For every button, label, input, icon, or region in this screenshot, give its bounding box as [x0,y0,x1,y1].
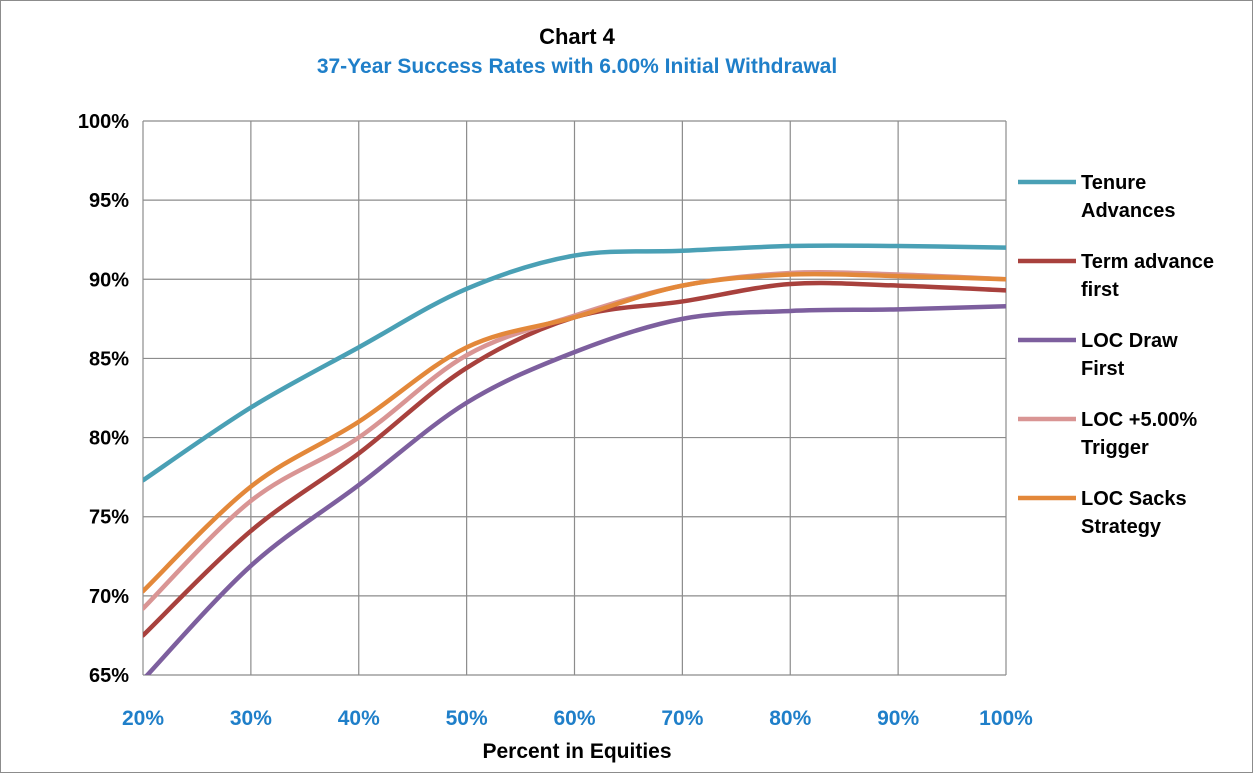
x-tick-label: 70% [661,707,703,730]
x-tick-label: 40% [338,707,380,730]
x-axis-ticks: 20% 30% 40% 50% 60% 70% 80% 90% 100% [122,707,1033,730]
legend-label: Strategy [1081,516,1162,538]
x-tick-label: 50% [446,707,488,730]
legend-label: First [1081,358,1125,380]
y-tick-label: 95% [89,190,129,212]
x-tick-label: 60% [553,707,595,730]
grid [142,120,1007,676]
y-tick-label: 75% [89,507,129,529]
legend-label: Term advance [1081,251,1214,273]
legend-label: LOC +5.00% [1081,409,1197,431]
x-tick-label: 30% [230,707,272,730]
series-lines [143,243,1006,675]
legend-label: LOC Draw [1081,330,1178,352]
y-tick-label: 100% [78,111,129,133]
x-tick-label: 80% [769,707,811,730]
x-tick-label: 100% [979,707,1033,730]
legend: Tenure Advances Term advance first LOC Draw F… [1018,172,1214,538]
y-tick-label: 65% [89,665,129,687]
x-tick-label: 90% [877,707,919,730]
x-tick-label: 20% [122,707,164,730]
y-tick-label: 80% [89,428,129,450]
chart-title: Chart 4 [539,24,616,49]
y-axis-ticks: 100% 95% 90% 85% 80% 75% 70% 65% [78,111,129,687]
series-line-1 [143,243,1006,483]
legend-label: Tenure [1081,172,1146,194]
x-axis-label: Percent in Equities [482,740,671,763]
legend-label: Advances [1081,200,1176,222]
chart-subtitle: 37-Year Success Rates with 6.00% Initial… [317,55,837,78]
y-tick-label: 70% [89,586,129,608]
y-tick-label: 90% [89,269,129,291]
series-line-3 [144,303,1006,675]
legend-label: LOC Sacks [1081,488,1187,510]
y-tick-label: 85% [89,348,129,370]
series-line-5 [143,271,1006,594]
legend-label: Trigger [1081,437,1149,459]
legend-label: first [1081,279,1119,301]
